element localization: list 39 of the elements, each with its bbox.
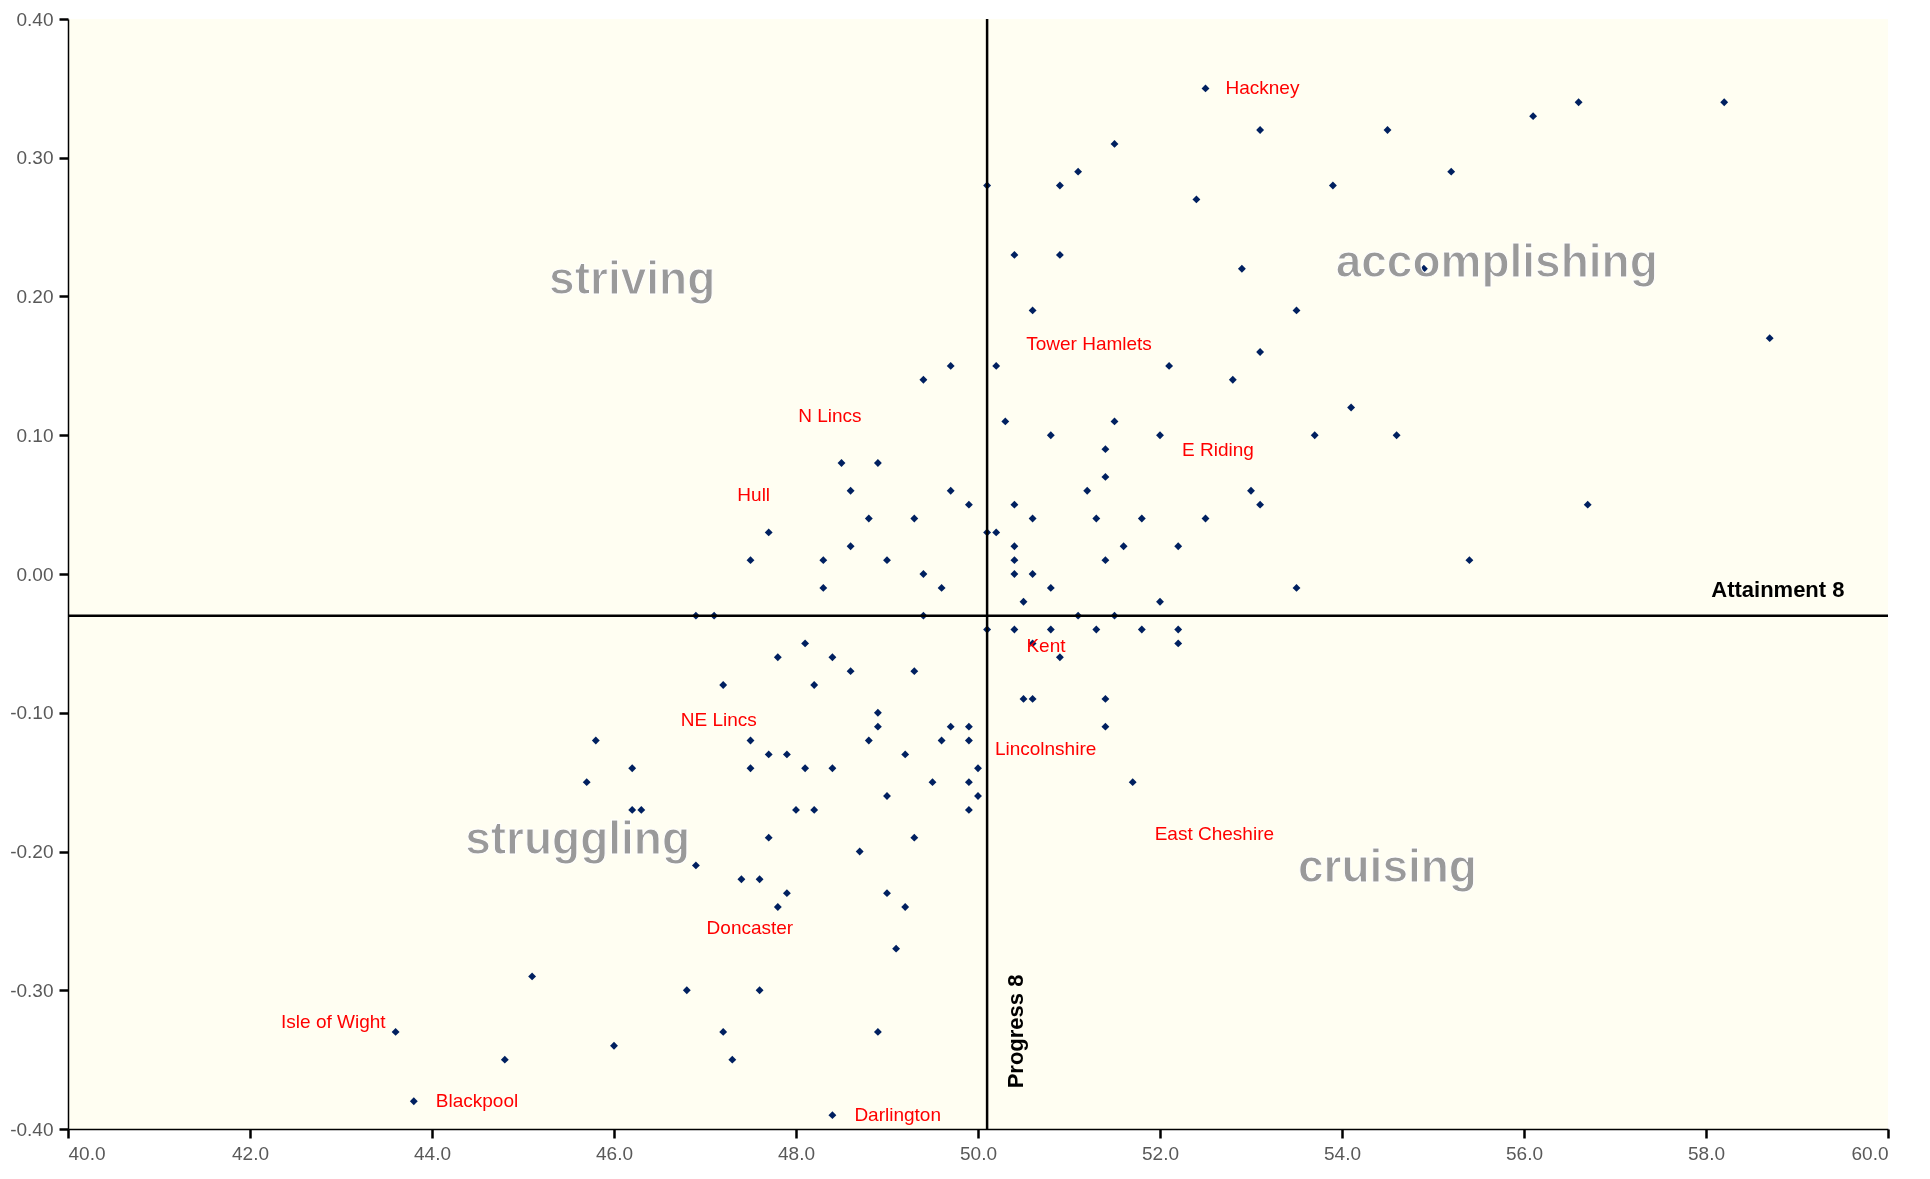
y-tick-label: -0.20 [10,841,54,862]
annotation: struggling [465,812,691,865]
annotation: Tower Hamlets [1026,332,1152,354]
y-tick-label: 0.00 [16,563,54,585]
x-tick-label: 50.0 [960,1142,997,1164]
y-tick-label: 0.20 [16,286,54,307]
annotation: Darlington [854,1104,942,1126]
annotation: cruising [1298,840,1477,893]
y-axis-title: Progress 8 [1002,974,1028,1089]
annotation: Doncaster [706,917,794,939]
y-tick-label: -0.10 [10,702,54,724]
annotation: Kent [1026,634,1067,656]
y-tick-label: 0.10 [16,424,54,446]
y-tick-label: 0.30 [16,147,54,169]
x-tick-label: 42.0 [232,1142,269,1164]
annotation: Hull [737,484,771,506]
annotation: Isle of Wight [281,1010,387,1032]
annotation: striving [549,251,716,304]
annotation: Hackney [1225,77,1300,99]
x-tick-label: 52.0 [1142,1142,1179,1164]
annotation: accomplishing [1335,235,1658,288]
x-tick-label: 60.0 [1851,1142,1889,1164]
annotation: E Riding [1182,439,1254,461]
annotation: N Lincs [798,405,862,426]
annotation: NE Lincs [680,709,757,731]
x-tick-label: 56.0 [1506,1142,1543,1164]
x-tick-label: 58.0 [1688,1142,1725,1164]
y-tick-label: 0.40 [16,8,54,30]
annotation: Blackpool [435,1090,519,1112]
x-axis-title: Attainment 8 [1711,577,1845,603]
annotation: Lincolnshire [994,737,1097,759]
x-tick-label: 54.0 [1324,1142,1361,1164]
annotation: East Cheshire [1154,823,1275,845]
x-tick-label: 40.0 [68,1142,106,1164]
x-tick-label: 46.0 [596,1142,633,1164]
x-tick-label: 44.0 [414,1142,451,1164]
x-tick-label: 48.0 [778,1142,815,1164]
y-tick-label: -0.30 [10,979,54,1001]
y-tick-label: -0.40 [10,1118,54,1140]
